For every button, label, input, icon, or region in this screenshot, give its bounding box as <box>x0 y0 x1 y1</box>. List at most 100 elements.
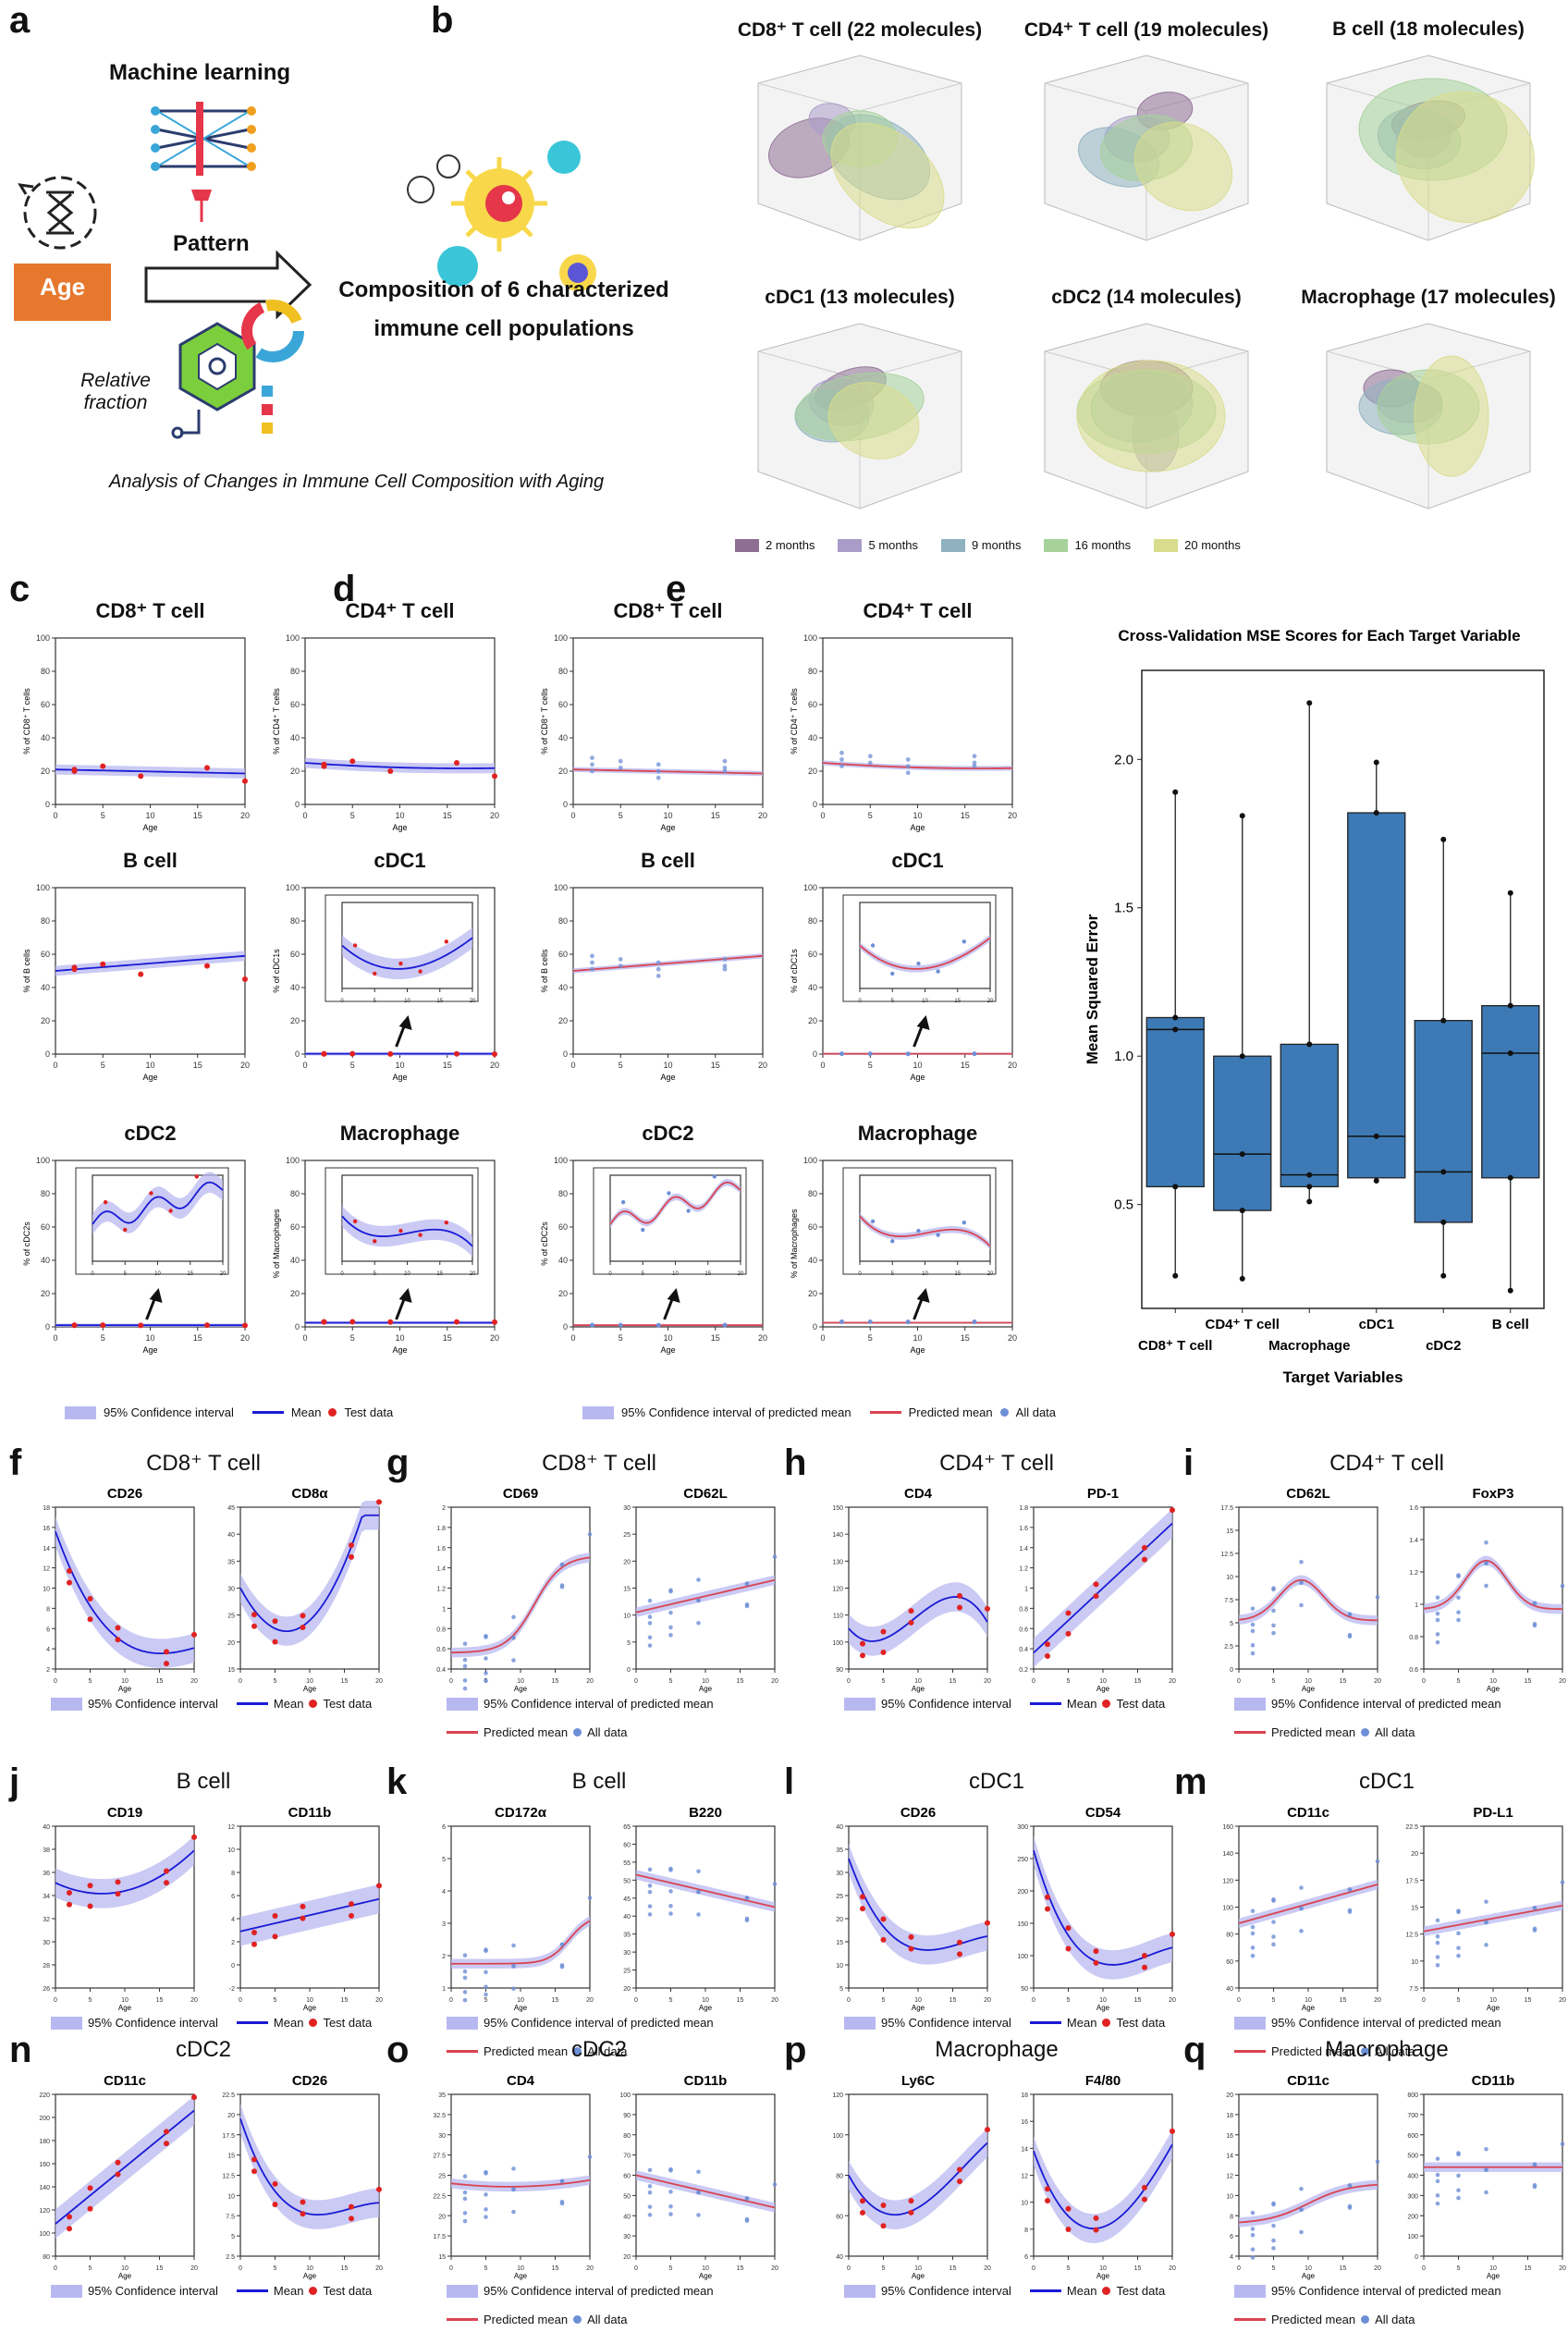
cell-type-title: B cell <box>571 1769 627 1794</box>
data-point <box>1373 759 1379 766</box>
y-tick-label: 14 <box>1226 2154 1233 2160</box>
y-tick-label: 60 <box>558 700 568 709</box>
x-tick-label: 20 <box>470 1271 476 1277</box>
y-tick-label: 80 <box>43 2254 50 2261</box>
data-point <box>462 1969 468 1974</box>
y-tick-label: 100 <box>1017 1954 1028 1960</box>
data-point <box>655 1322 661 1328</box>
data-point <box>647 1643 653 1648</box>
mean-line <box>239 2117 380 2216</box>
data-point <box>647 1867 653 1872</box>
data-point <box>668 1866 673 1872</box>
y-axis-label: % of B cells <box>22 949 31 993</box>
x-tick-label: 10 <box>914 1678 922 1685</box>
mean-line <box>848 1858 988 1951</box>
legend-label: 16 months <box>1074 538 1132 552</box>
y-tick-label: 20 <box>227 1640 235 1647</box>
y-tick-label: 60 <box>41 700 50 709</box>
x-tick-label: 15 <box>961 1061 970 1070</box>
data-point <box>321 1050 327 1057</box>
legend-ci: 95% Confidence interval <box>104 1405 234 1419</box>
data-point <box>349 758 356 765</box>
legend-mean: Predicted mean <box>1271 1725 1356 1739</box>
x-axis-label: Age <box>142 1073 157 1082</box>
data-point <box>696 1577 701 1582</box>
y-tick-label: 40 <box>41 733 50 742</box>
y-tick-label: 0 <box>45 1322 50 1332</box>
y-tick-label: 20 <box>558 1289 568 1298</box>
inset-frame <box>842 1167 997 1275</box>
marker-title: CD11c <box>1287 1805 1329 1821</box>
confidence-band <box>55 1835 194 1908</box>
point-swatch <box>1361 2315 1370 2324</box>
data-point <box>115 1625 121 1631</box>
confidence-band <box>849 2128 987 2230</box>
data-point <box>655 960 661 965</box>
x-tick-label: 5 <box>669 1678 673 1685</box>
data-point <box>1560 1583 1565 1589</box>
point-swatch <box>309 2019 318 2027</box>
data-point <box>668 2204 673 2209</box>
y-tick-label: 100 <box>1407 2234 1418 2240</box>
data-point <box>1045 2186 1050 2192</box>
data-point <box>1532 1906 1537 1910</box>
data-point <box>1532 1601 1537 1606</box>
y-tick-label: 17.5 <box>1405 1878 1418 1884</box>
ci-swatch <box>844 2016 876 2030</box>
mean-swatch <box>447 2318 478 2321</box>
pca-legend-item: 5 months <box>838 538 918 552</box>
x-tick-label: 20 <box>1374 1678 1381 1685</box>
y-tick-label: 0 <box>45 1049 50 1059</box>
data-point <box>1250 1651 1256 1656</box>
ci-swatch <box>51 2284 82 2298</box>
y-tick-label: 10 <box>43 1587 50 1593</box>
y-tick-label: 15 <box>623 1587 631 1593</box>
data-point <box>511 2209 516 2215</box>
bottom-panels: CD8⁺ T cell CD26 0 5 10 15 20 2 4 6 8 10 12 14 16 18 Age… <box>0 1442 1568 2326</box>
x-tick-label: 10 <box>1099 1997 1107 2004</box>
y-tick-label: 8 <box>46 1606 50 1613</box>
x-tick-label: 5 <box>669 2265 673 2272</box>
x-tick-label: 5 <box>642 1271 645 1277</box>
x-tick-label: 0 <box>847 2265 851 2272</box>
x-axis-label: Age <box>699 2004 713 2012</box>
legend-label: 2 months <box>766 538 815 552</box>
x-tick-label: 5 <box>669 1997 673 2004</box>
legend-points: Test data <box>323 2284 373 2298</box>
y-tick-label: 20 <box>438 2214 446 2220</box>
x-tick-label: 15 <box>1134 2265 1142 2272</box>
cell-type-title: Macrophage <box>1325 2037 1449 2062</box>
composition-line2: immune cell populations <box>374 316 634 341</box>
pca-title: CD8⁺ T cell (22 molecules) <box>737 19 983 41</box>
panel-label-j: j <box>9 1761 20 1802</box>
data-point <box>839 1319 844 1325</box>
y-tick-label: 100 <box>36 1156 50 1165</box>
y-tick-label: 35 <box>227 1559 235 1565</box>
ci-swatch <box>447 2016 478 2030</box>
data-point <box>957 1951 962 1957</box>
data-point <box>668 2166 673 2172</box>
x-tick-label: 20 <box>586 1997 594 2004</box>
data-point <box>1172 789 1179 795</box>
x-axis-label: Age <box>303 2004 317 2012</box>
x-tick-label: 15 <box>1340 1997 1347 2004</box>
y-tick-label: 60 <box>623 2174 631 2180</box>
marker-plot-pair: CD26 0 5 10 15 20 2 4 6 8 10 12 14 16 18 Age CD8α 0 5 10 15 2… <box>43 1486 383 1693</box>
x-tick-label: 10 <box>1099 1678 1107 1685</box>
y-tick-label: 0.8 <box>1019 1606 1028 1613</box>
marker-plot-pair: CD11c 0 5 10 15 20 4 6 8 10 12 14 16 18 20 Age CD11b 0 5 10… <box>1226 2073 1566 2280</box>
data-point <box>1484 1899 1488 1904</box>
x-tick-label: 10 <box>121 2265 129 2272</box>
pca-title: B cell (18 molecules) <box>1332 18 1525 40</box>
y-axis-label: % of B cells <box>540 949 549 993</box>
x-tick-label: 10 <box>121 1678 129 1685</box>
pca-title: cDC1 (13 molecules) <box>765 287 955 308</box>
x-tick-label: 5 <box>101 811 105 820</box>
confidence-band <box>860 934 990 973</box>
y-tick-label: -2 <box>229 1986 235 1993</box>
data-point <box>972 760 977 766</box>
y-tick-label: 6 <box>442 1824 446 1831</box>
x-tick-label: 0 <box>570 1061 575 1070</box>
x-tick-label: 20 <box>220 1271 227 1277</box>
box <box>1145 1016 1205 1188</box>
